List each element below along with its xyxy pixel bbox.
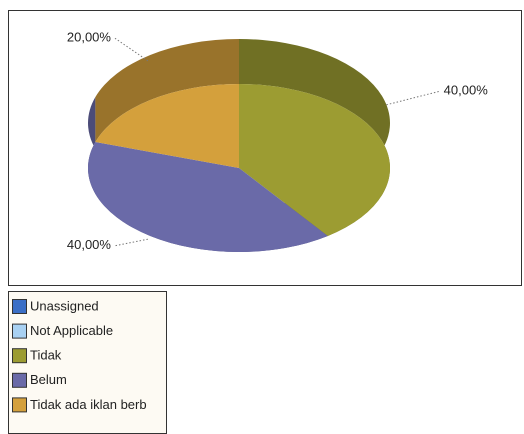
data-label: 40,00%: [444, 83, 489, 98]
legend-label: Tidak ada iklan berb: [30, 397, 147, 412]
pie-slice: [239, 84, 391, 236]
pie-slice: [95, 84, 239, 168]
pie-slice: [87, 142, 328, 253]
pie-wall: [95, 39, 239, 143]
legend-label: Tidak: [30, 348, 62, 363]
legend-label: Unassigned: [30, 298, 99, 313]
label-leader: [386, 90, 440, 106]
legend-label: Not Applicable: [30, 323, 113, 338]
legend-label: Belum: [30, 372, 67, 387]
legend-swatch: [12, 299, 27, 314]
legend-swatch: [12, 323, 27, 339]
legend-swatch: [12, 348, 27, 364]
legend-swatch: [12, 372, 27, 388]
legend-frame: [8, 291, 167, 434]
legend-swatch: [12, 397, 27, 413]
data-label: 20,00%: [67, 30, 112, 45]
data-label: 40,00%: [67, 237, 112, 252]
